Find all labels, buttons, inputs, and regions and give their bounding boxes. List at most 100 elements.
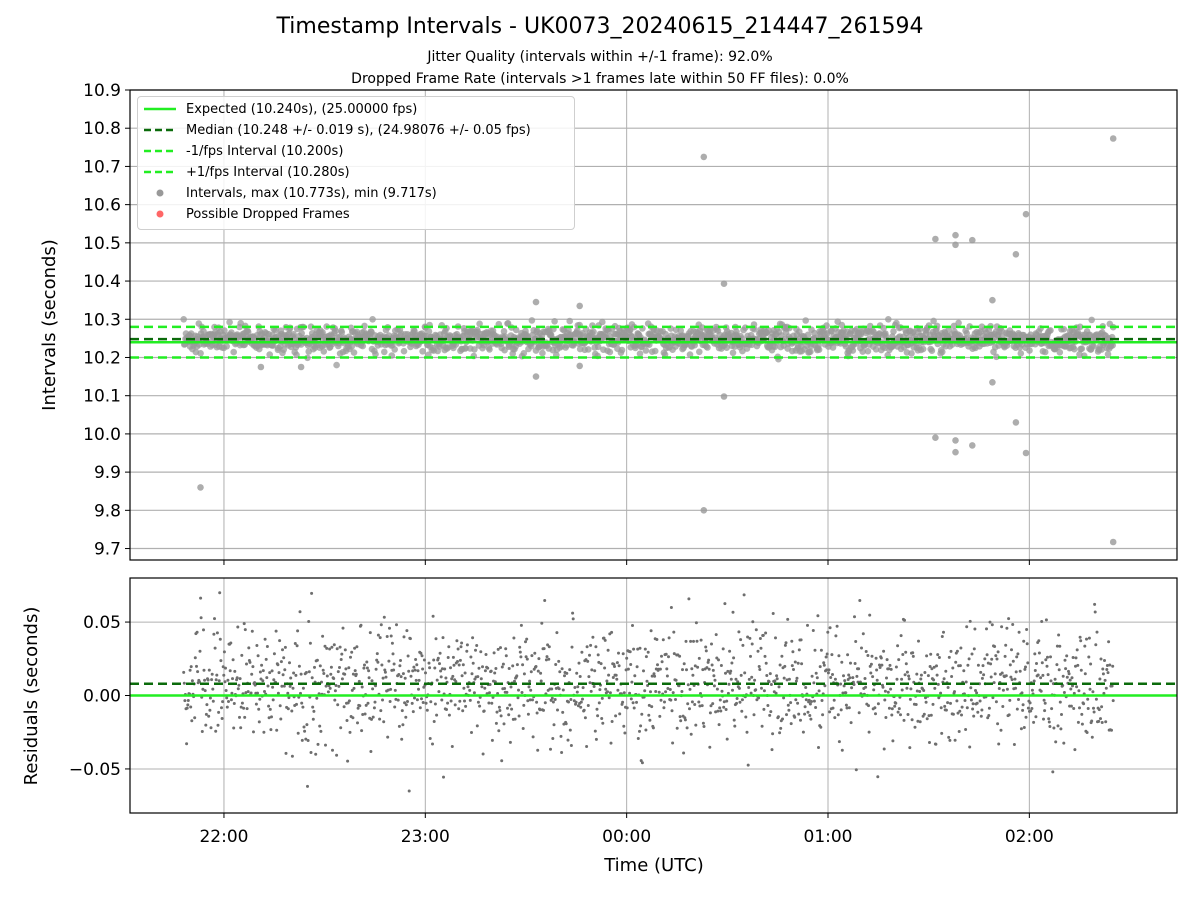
residual-point bbox=[937, 656, 941, 659]
residual-point bbox=[976, 710, 980, 714]
residual-point bbox=[825, 668, 829, 672]
residual-point bbox=[214, 678, 218, 682]
residual-point bbox=[1021, 703, 1025, 707]
residual-point bbox=[279, 660, 283, 664]
interval-point bbox=[1109, 342, 1116, 349]
residual-point bbox=[786, 617, 790, 621]
residual-point bbox=[231, 677, 234, 681]
residual-point bbox=[410, 701, 414, 705]
residual-point bbox=[1047, 720, 1051, 724]
residual-point bbox=[343, 648, 347, 652]
interval-outlier-point bbox=[969, 236, 976, 244]
residual-point bbox=[1060, 713, 1063, 716]
interval-outlier-point bbox=[576, 362, 583, 370]
residual-point bbox=[767, 680, 771, 684]
residual-point bbox=[895, 677, 899, 681]
residual-point bbox=[208, 708, 212, 712]
residual-point bbox=[762, 707, 766, 711]
residual-point bbox=[579, 700, 583, 704]
residual-point bbox=[1100, 721, 1104, 724]
residual-point bbox=[292, 671, 296, 675]
residual-point bbox=[1005, 626, 1009, 630]
residual-point bbox=[1028, 701, 1032, 705]
residual-point bbox=[544, 658, 548, 662]
residual-point bbox=[868, 613, 872, 617]
residual-point bbox=[953, 690, 956, 694]
residual-point bbox=[461, 663, 465, 667]
residual-point bbox=[246, 690, 250, 694]
residual-point bbox=[818, 665, 822, 669]
residual-point bbox=[451, 655, 455, 659]
residual-point bbox=[851, 676, 855, 680]
residual-point bbox=[1097, 708, 1101, 712]
residual-point bbox=[475, 644, 479, 647]
residual-point bbox=[547, 645, 551, 649]
residual-point bbox=[456, 660, 459, 663]
residual-point bbox=[400, 709, 404, 713]
residual-point bbox=[712, 674, 716, 678]
residual-point bbox=[603, 666, 607, 670]
residual-point bbox=[575, 690, 579, 694]
residual-point bbox=[421, 701, 425, 704]
residual-point bbox=[867, 704, 870, 708]
residual-point bbox=[635, 665, 639, 669]
residual-point bbox=[618, 712, 622, 716]
residual-point bbox=[900, 688, 904, 692]
residual-point bbox=[1108, 663, 1112, 667]
residual-point bbox=[398, 664, 402, 668]
residual-point bbox=[596, 714, 600, 718]
residual-point bbox=[564, 722, 568, 726]
residual-point bbox=[433, 702, 437, 706]
residual-point bbox=[1097, 719, 1101, 723]
residual-point bbox=[251, 665, 255, 669]
residual-point bbox=[690, 700, 694, 704]
residual-point bbox=[617, 664, 621, 668]
residual-point bbox=[1030, 707, 1034, 710]
residual-point bbox=[747, 686, 751, 689]
residual-point bbox=[245, 707, 249, 711]
residual-point bbox=[909, 687, 913, 691]
residual-point bbox=[593, 669, 597, 673]
residual-point bbox=[860, 646, 863, 650]
top-panel-reference-lines bbox=[130, 325, 1177, 359]
residual-point bbox=[1087, 636, 1091, 640]
residual-point bbox=[525, 657, 529, 661]
residual-point bbox=[656, 663, 659, 667]
residual-point bbox=[784, 641, 788, 645]
interval-point bbox=[807, 348, 814, 356]
residual-point bbox=[812, 699, 816, 703]
interval-point bbox=[551, 318, 558, 325]
residual-point bbox=[1043, 701, 1047, 705]
residual-point bbox=[591, 635, 595, 639]
residual-point bbox=[846, 653, 850, 657]
residual-point bbox=[648, 718, 652, 722]
residual-point bbox=[787, 677, 791, 681]
residual-point bbox=[318, 724, 322, 728]
interval-point bbox=[864, 347, 872, 355]
residual-point bbox=[378, 717, 382, 721]
residual-point bbox=[672, 630, 676, 634]
residual-point bbox=[731, 610, 735, 614]
residual-point bbox=[575, 671, 579, 675]
residual-point bbox=[760, 724, 764, 728]
residual-point bbox=[758, 668, 762, 671]
residual-point bbox=[1061, 674, 1065, 678]
residual-point bbox=[201, 687, 205, 691]
residual-point bbox=[730, 661, 734, 665]
residual-point bbox=[736, 680, 740, 684]
interval-point bbox=[1078, 345, 1086, 353]
residual-point bbox=[185, 742, 189, 746]
residual-point bbox=[1029, 709, 1033, 713]
residual-point bbox=[1042, 717, 1045, 721]
residual-point bbox=[588, 653, 591, 657]
residual-point bbox=[347, 699, 351, 703]
residual-point bbox=[222, 650, 226, 654]
interval-point bbox=[1026, 347, 1033, 354]
residual-point bbox=[808, 714, 812, 717]
residual-point bbox=[236, 625, 240, 629]
interval-outlier-point bbox=[989, 379, 996, 386]
residual-point bbox=[287, 696, 291, 700]
residual-point bbox=[725, 737, 729, 741]
residual-point bbox=[268, 671, 272, 675]
residual-point bbox=[558, 670, 562, 674]
